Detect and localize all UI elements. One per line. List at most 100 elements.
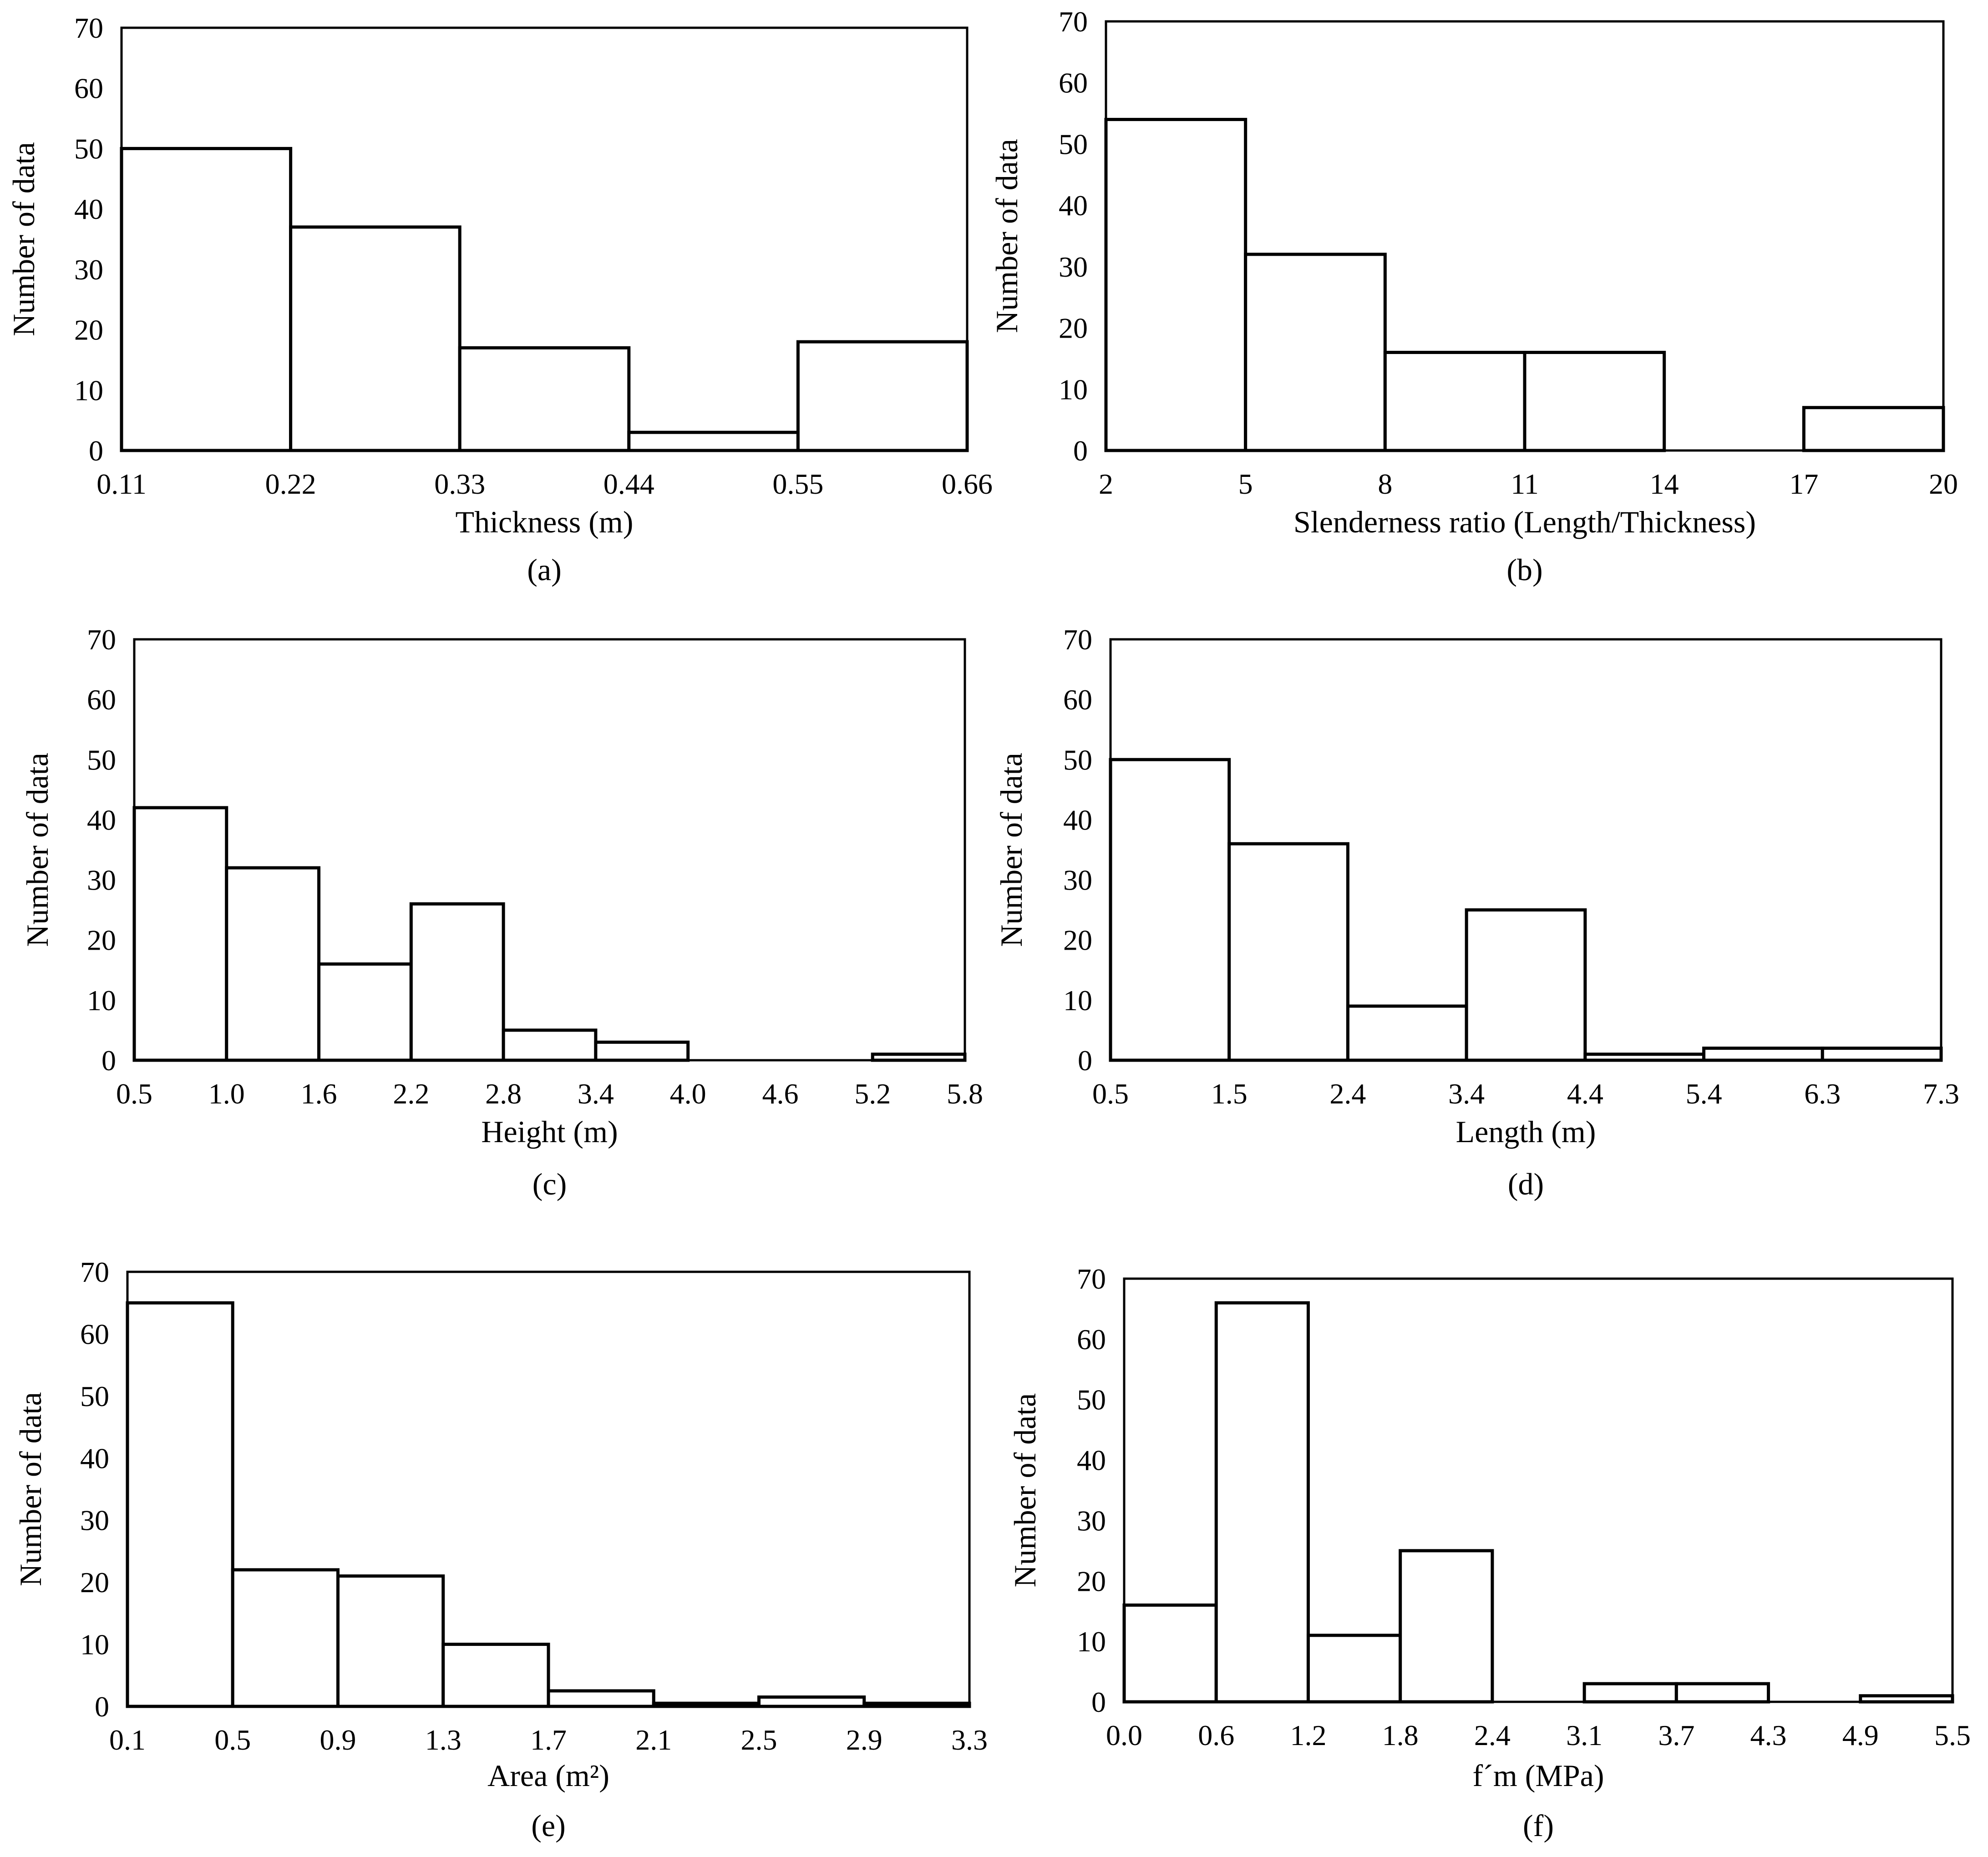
- x-tick-label: 8: [1378, 468, 1392, 500]
- histogram-bar: [1859, 1694, 1954, 1704]
- x-tick-label: 5.8: [947, 1078, 983, 1110]
- y-tick-label: 0: [95, 1690, 109, 1723]
- x-tick-label: 1.5: [1211, 1078, 1248, 1110]
- y-tick-label: 10: [80, 1629, 109, 1661]
- histogram-bar: [862, 1701, 971, 1708]
- y-tick-label: 10: [1059, 373, 1088, 405]
- x-tick-label: 0.44: [604, 468, 654, 500]
- histogram-bar: [1244, 253, 1387, 452]
- x-tick-label: 1.8: [1382, 1719, 1419, 1751]
- histogram-bar: [796, 340, 969, 452]
- panel-caption: (c): [532, 1167, 567, 1201]
- x-tick-label: 20: [1929, 468, 1958, 500]
- histogram-panel-a: 0 10 20 30 40 50 60 70 0.11 0.22 0.33 0.44 0.55 0.66 T…: [6, 12, 993, 587]
- y-tick-label: 20: [1077, 1565, 1106, 1597]
- histogram-bar: [120, 147, 293, 452]
- y-axis-title: Number of data: [13, 1392, 48, 1586]
- y-tick-label: 0: [89, 435, 103, 467]
- panel-caption: (b): [1506, 552, 1542, 587]
- y-tick-label: 70: [1063, 623, 1092, 656]
- x-tick-label: 0.11: [96, 468, 147, 500]
- histogram-bar: [1383, 350, 1526, 452]
- y-tick-label: 50: [1059, 128, 1088, 160]
- x-tick-label: 0.1: [109, 1724, 146, 1756]
- y-tick-label: 30: [1059, 251, 1088, 283]
- x-axis-title: f´m (MPa): [1473, 1758, 1604, 1793]
- histogram-bar: [1674, 1682, 1770, 1704]
- histogram-bar: [652, 1701, 761, 1708]
- y-tick-label: 50: [87, 744, 116, 776]
- histogram-bar: [547, 1689, 655, 1708]
- x-tick-label: 4.4: [1567, 1078, 1603, 1110]
- y-tick-label: 30: [1077, 1504, 1106, 1537]
- x-tick-label: 2.1: [635, 1724, 672, 1756]
- histogram-bar: [871, 1052, 967, 1062]
- y-tick-label: 30: [74, 253, 103, 286]
- y-tick-label: 60: [87, 683, 116, 716]
- y-tick-label: 10: [1063, 984, 1092, 1017]
- histogram-bar: [289, 225, 462, 452]
- y-tick-label: 40: [1077, 1444, 1106, 1477]
- x-tick-label: 0.5: [214, 1724, 251, 1756]
- y-tick-label: 50: [1077, 1384, 1106, 1416]
- histogram-bar: [1702, 1047, 1824, 1062]
- histogram-bar: [1306, 1634, 1402, 1704]
- x-tick-label: 0.9: [320, 1724, 356, 1756]
- plot-frame: [1123, 1277, 1954, 1703]
- x-tick-label: 0.5: [1092, 1078, 1129, 1110]
- histogram-bar: [409, 902, 505, 1062]
- histogram-panel-d: 0 10 20 30 40 50 60 70 0.5 1.5 2.4 3.4 4.4 5.4 6.3 7.3 L…: [994, 623, 1959, 1201]
- y-axis-title: Number of data: [1008, 1393, 1042, 1588]
- x-tick-label: 5: [1238, 468, 1253, 500]
- histogram-bar: [1802, 406, 1945, 452]
- x-tick-label: 2.5: [741, 1724, 777, 1756]
- x-tick-label: 1.0: [208, 1078, 245, 1110]
- histogram-bar: [1582, 1682, 1678, 1704]
- y-tick-label: 0: [1078, 1044, 1092, 1077]
- histogram-bar: [1227, 842, 1349, 1062]
- y-tick-label: 70: [87, 623, 116, 656]
- panel-caption: (f): [1523, 1808, 1554, 1843]
- histogram-bar: [336, 1574, 445, 1708]
- x-tick-label: 3.4: [578, 1078, 614, 1110]
- y-axis-title: Number of data: [20, 753, 55, 947]
- x-tick-label: 2.8: [485, 1078, 522, 1110]
- histogram-bar: [627, 430, 800, 452]
- x-tick-label: 6.3: [1804, 1078, 1841, 1110]
- y-tick-label: 60: [1063, 683, 1092, 716]
- x-tick-label: 5.4: [1686, 1078, 1722, 1110]
- histogram-bar: [1821, 1047, 1943, 1062]
- histogram-panel-b: 0 10 20 30 40 50 60 70 2 5 8 11 14 17 20 Slenderness ra…: [989, 5, 1958, 587]
- y-axis-title: Number of data: [6, 142, 41, 336]
- histogram-panel-c: 0 10 20 30 40 50 60 70 0.5 1.0 1.6 2.2 2.8 3.4 4.0 4.6 5…: [20, 623, 983, 1201]
- y-axis-title: Number of data: [989, 139, 1024, 333]
- y-tick-label: 10: [87, 984, 116, 1017]
- x-tick-label: 3.4: [1448, 1078, 1485, 1110]
- y-tick-label: 20: [1063, 924, 1092, 956]
- x-tick-label: 1.2: [1290, 1719, 1326, 1751]
- histogram-bar: [225, 866, 321, 1062]
- y-tick-label: 60: [1059, 67, 1088, 99]
- x-tick-label: 0.33: [434, 468, 485, 500]
- x-tick-label: 0.22: [265, 468, 316, 500]
- y-tick-label: 70: [80, 1256, 109, 1288]
- x-tick-label: 4.3: [1750, 1719, 1787, 1751]
- y-tick-label: 60: [1077, 1323, 1106, 1356]
- histogram-bar: [231, 1568, 340, 1708]
- histogram-bar: [594, 1040, 690, 1062]
- x-tick-label: 2.9: [846, 1724, 882, 1756]
- y-tick-label: 30: [87, 864, 116, 896]
- histogram-bar: [1399, 1549, 1494, 1704]
- x-axis-title: Slenderness ratio (Length/Thickness): [1293, 505, 1756, 539]
- y-tick-label: 20: [80, 1566, 109, 1599]
- histogram-bar: [1104, 118, 1248, 452]
- y-tick-label: 20: [1059, 312, 1088, 344]
- histogram-bar: [1214, 1301, 1310, 1704]
- histogram-bar: [126, 1301, 234, 1708]
- x-tick-label: 5.2: [854, 1078, 891, 1110]
- y-tick-label: 0: [1091, 1686, 1106, 1718]
- y-tick-label: 70: [1077, 1263, 1106, 1295]
- x-tick-label: 3.3: [951, 1724, 988, 1756]
- y-tick-label: 0: [1073, 435, 1088, 467]
